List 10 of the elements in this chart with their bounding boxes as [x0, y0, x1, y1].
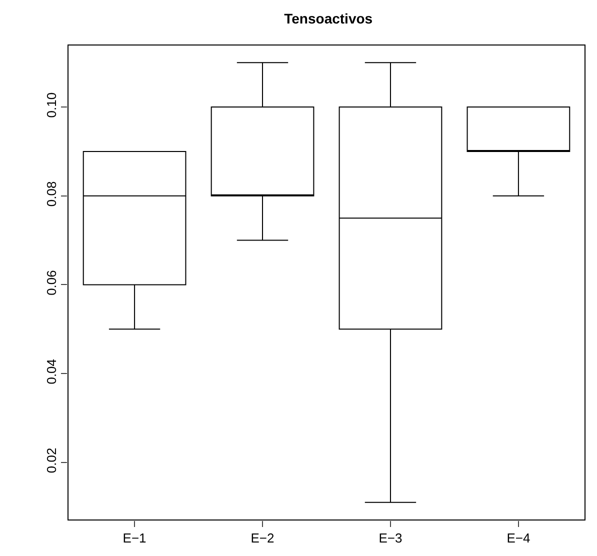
y-tick-label: 0.06: [44, 270, 59, 296]
chart-title: Tensoactivos: [284, 10, 373, 27]
x-tick-label: E−2: [250, 530, 274, 546]
y-tick-label: 0.04: [44, 358, 59, 384]
x-tick-label: E−4: [506, 530, 530, 546]
y-tick-label: 0.10: [44, 92, 59, 118]
x-tick-label: E−1: [122, 530, 146, 546]
x-tick-label: E−3: [378, 530, 402, 546]
y-tick-label: 0.08: [44, 181, 59, 207]
y-tick-label: 0.02: [44, 448, 59, 474]
